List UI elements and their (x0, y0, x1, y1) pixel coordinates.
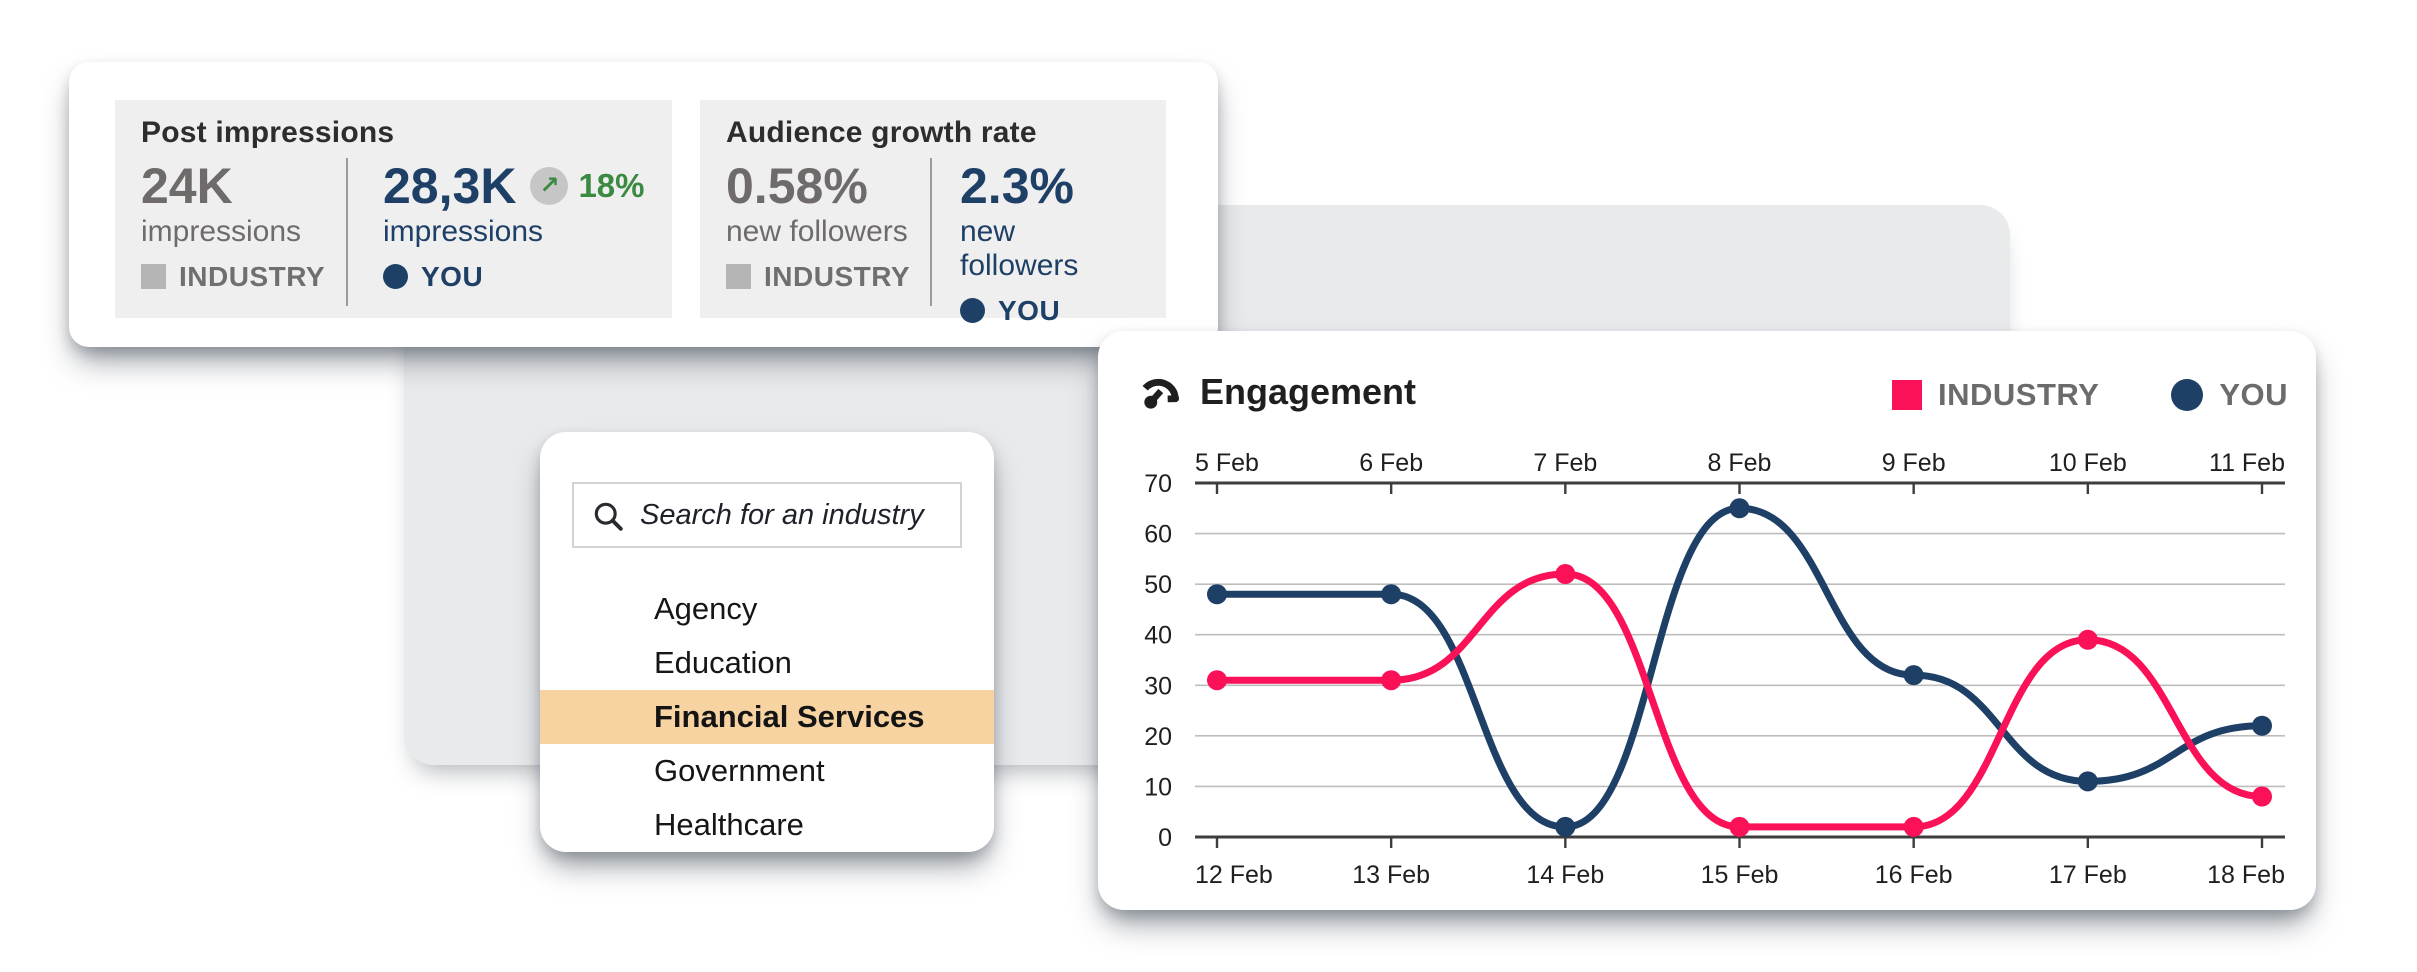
you-impressions-label: impressions (383, 214, 544, 248)
engagement-chart: 70 60 50 40 30 20 10 0 5 Feb 6 Feb 7 Feb 8 Feb 9 Feb… (1144, 449, 2285, 889)
top-axis-label: 5 Feb (1195, 449, 1259, 477)
industry-option-label: Healthcare (654, 807, 804, 842)
industry-key-icon (726, 264, 751, 289)
post-impressions-panel: Post impressions 24K impressions INDUSTR… (115, 100, 672, 318)
trend-up-icon: ↗ (539, 172, 560, 200)
you-key-icon (960, 298, 985, 323)
audience-growth-title: Audience growth rate (726, 116, 1037, 149)
chart-legend: INDUSTRY YOU (1892, 377, 2288, 413)
point-industry-6 (2252, 786, 2272, 807)
y-axis-label: 70 (1144, 470, 1172, 498)
y-axis-label: 10 (1144, 773, 1172, 801)
point-industry-2 (1555, 564, 1576, 585)
y-axis-label: 60 (1144, 521, 1172, 549)
industry-legend-swatch-icon (1892, 380, 1922, 410)
point-you-2 (1555, 816, 1576, 837)
industry-impressions-label: impressions (141, 214, 302, 248)
point-industry-5 (2077, 629, 2098, 650)
industry-picker-card: Agency Education Financial Services Gove… (540, 432, 994, 852)
bottom-axis-label: 17 Feb (2049, 861, 2127, 889)
industry-growth-value: 0.58% (726, 158, 868, 214)
growth-badge: ↗ (530, 167, 569, 206)
top-axis-label: 8 Feb (1708, 449, 1772, 477)
industry-option-label: Government (654, 753, 825, 788)
industry-search-box (572, 482, 962, 548)
point-industry-0 (1207, 670, 1227, 691)
industry-key-icon (141, 264, 166, 289)
bottom-axis-label: 15 Feb (1701, 861, 1779, 889)
y-axis-label: 0 (1158, 824, 1172, 852)
top-axis-label: 11 Feb (2209, 449, 2285, 477)
you-growth-label: new followers (960, 214, 1079, 282)
industry-key-label: INDUSTRY (764, 260, 911, 292)
divider (346, 158, 348, 306)
point-you-4 (1903, 665, 1924, 686)
post-impressions-title: Post impressions (141, 116, 395, 149)
top-axis-label: 9 Feb (1882, 449, 1946, 477)
legend-label-industry: INDUSTRY (1938, 377, 2100, 412)
point-industry-1 (1381, 670, 1402, 691)
y-axis-label: 40 (1144, 622, 1172, 650)
point-you-6 (2252, 715, 2272, 736)
industry-option-healthcare[interactable]: Healthcare (540, 798, 994, 852)
you-impressions-value: 28,3K (383, 158, 517, 214)
you-key-label: YOU (998, 294, 1061, 326)
legend-item-you: YOU (2171, 377, 2288, 413)
industry-option-agency[interactable]: Agency (540, 582, 994, 636)
industry-key-label: INDUSTRY (179, 260, 326, 292)
you-key-icon (383, 264, 408, 289)
y-axis-label: 30 (1144, 672, 1172, 700)
point-you-1 (1381, 584, 1402, 605)
you-legend-dot-icon (2171, 379, 2204, 411)
top-axis-label: 7 Feb (1533, 449, 1597, 477)
engagement-card: Engagement INDUSTRY YOU 70 60 50 40 30 20 10 0 5… (1098, 331, 2316, 910)
industry-search-input[interactable] (638, 484, 958, 546)
series-line-you (1213, 504, 2266, 831)
megaphone-icon (1142, 378, 1180, 409)
engagement-title: Engagement (1200, 371, 1417, 412)
series-line-industry (1213, 570, 2266, 831)
industry-growth-label: new followers (726, 214, 908, 248)
bottom-axis-label: 13 Feb (1352, 861, 1430, 889)
industry-option-label: Financial Services (654, 699, 925, 734)
stats-card: Post impressions 24K impressions INDUSTR… (69, 62, 1218, 347)
industry-option-government[interactable]: Government (540, 744, 994, 798)
industry-option-education[interactable]: Education (540, 636, 994, 690)
you-key-label: YOU (421, 260, 484, 292)
industry-impressions-value: 24K (141, 158, 233, 214)
legend-label-you: YOU (2219, 377, 2288, 412)
point-industry-4 (1903, 816, 1924, 837)
bottom-axis-label: 16 Feb (1875, 861, 1953, 889)
audience-growth-panel: Audience growth rate 0.58% new followers… (700, 100, 1166, 326)
bottom-axis-label: 18 Feb (2207, 861, 2285, 889)
y-axis-label: 20 (1144, 723, 1172, 751)
search-icon (594, 502, 623, 531)
point-you-5 (2077, 771, 2098, 792)
bottom-axis-label: 12 Feb (1195, 861, 1273, 889)
industry-option-label: Agency (654, 591, 758, 626)
industry-option-financial-services[interactable]: Financial Services (540, 690, 994, 744)
bottom-axis-label: 14 Feb (1526, 861, 1604, 889)
growth-delta: 18% (578, 167, 645, 205)
legend-item-industry: INDUSTRY (1892, 377, 2099, 413)
point-you-0 (1207, 584, 1227, 605)
top-axis-label: 10 Feb (2049, 449, 2127, 477)
point-you-3 (1729, 498, 1750, 519)
top-axis-label: 6 Feb (1359, 449, 1423, 477)
y-axis-label: 50 (1144, 571, 1172, 599)
point-industry-3 (1729, 816, 1750, 837)
industry-option-label: Education (654, 645, 792, 680)
industry-list: Agency Education Financial Services Gove… (540, 582, 994, 852)
you-growth-value: 2.3% (960, 158, 1074, 214)
divider (930, 158, 932, 306)
